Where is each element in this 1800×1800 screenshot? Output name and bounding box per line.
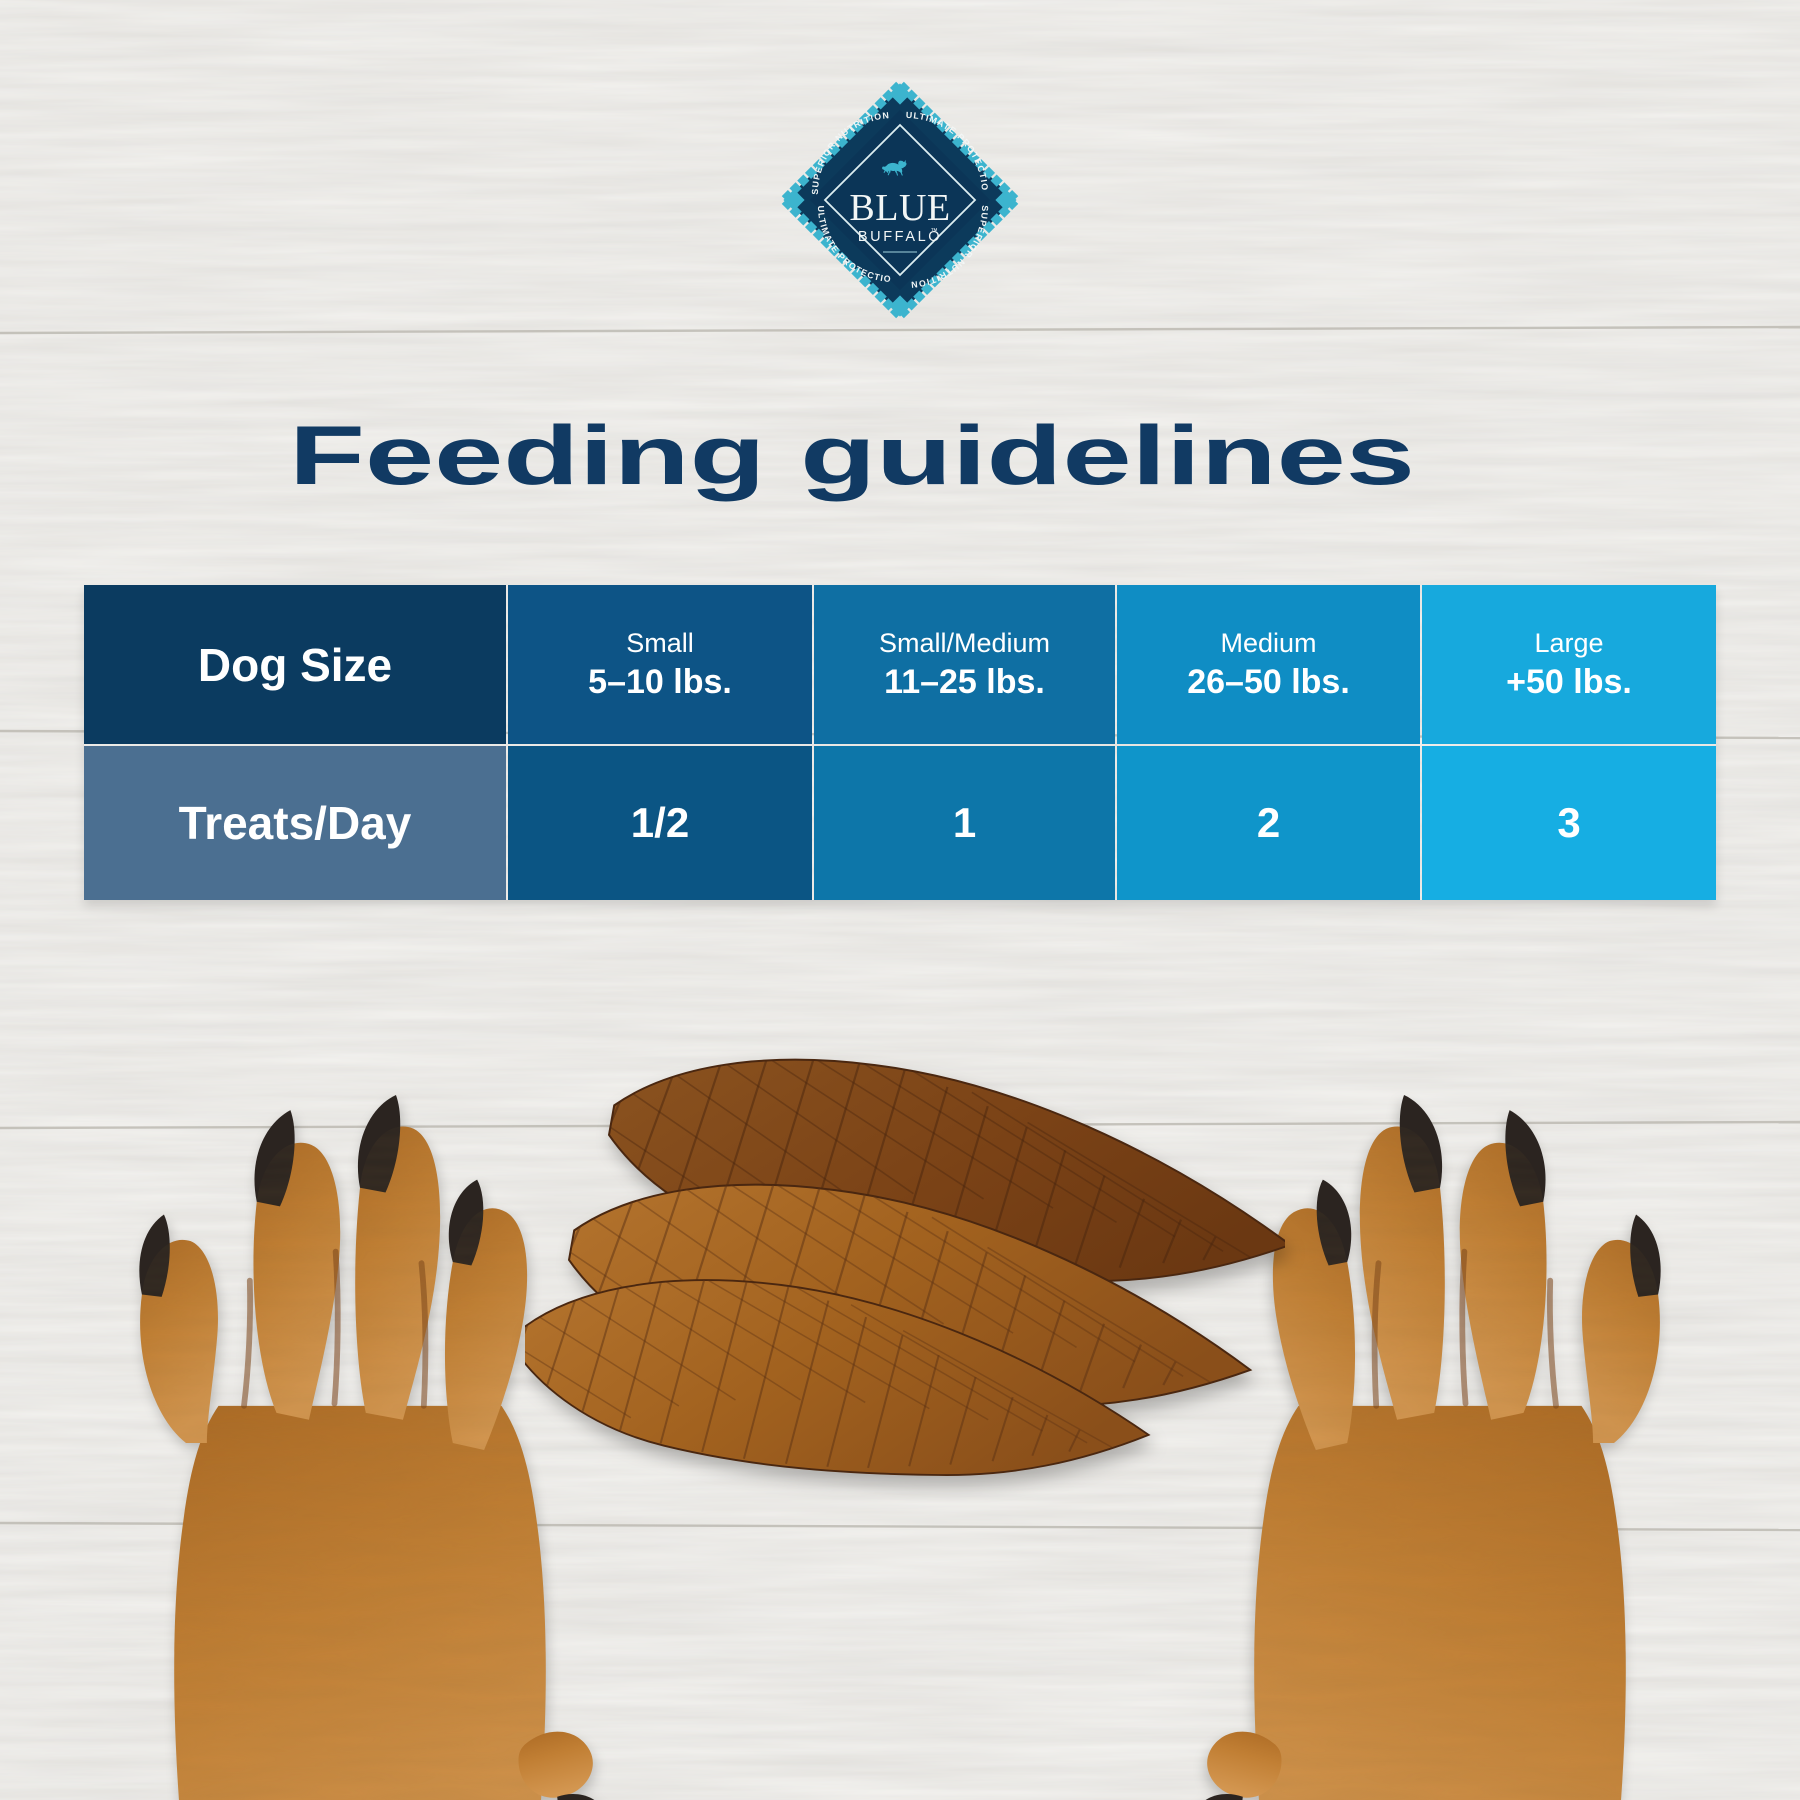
svg-text:BUFFALO: BUFFALO: [858, 229, 942, 245]
svg-text:BLUE: BLUE: [849, 187, 950, 229]
svg-text:™: ™: [931, 228, 938, 235]
